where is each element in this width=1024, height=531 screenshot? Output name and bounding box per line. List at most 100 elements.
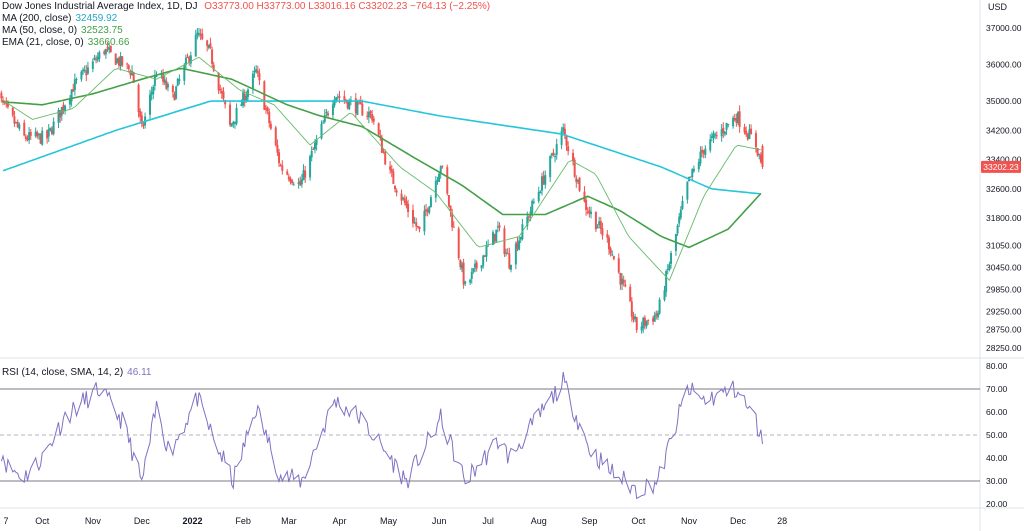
candle-body: [447, 195, 450, 207]
candle-body: [529, 211, 532, 216]
candle-body: [578, 177, 581, 191]
candle-body: [372, 118, 375, 122]
candle-body: [727, 124, 730, 126]
time-tick-label: Jul: [482, 516, 494, 526]
candle-body: [140, 115, 143, 124]
candle-body: [441, 166, 444, 168]
rsi-value: 46.11: [127, 367, 152, 378]
last-price-tag: [981, 160, 1021, 173]
candle-body: [276, 144, 279, 153]
candle-body: [217, 72, 220, 91]
candle-body: [679, 209, 682, 218]
candle-body: [312, 148, 315, 150]
candles: [0, 27, 764, 334]
close-value: C33202.23: [358, 1, 408, 12]
candle-body: [327, 113, 330, 116]
candle-body: [86, 67, 89, 74]
candle-body: [149, 94, 151, 115]
candle-body: [418, 226, 421, 230]
candle-body: [429, 197, 432, 208]
candle-body: [407, 204, 410, 213]
candle-body: [609, 248, 612, 254]
candle-body: [562, 127, 565, 132]
candle-body: [676, 225, 679, 234]
ema21-line: [2, 56, 761, 281]
candle-body: [554, 156, 557, 158]
candle-body: [109, 45, 112, 52]
candle-body: [70, 89, 73, 102]
candle-body: [457, 228, 460, 259]
candle-body: [652, 318, 655, 322]
candle-body: [233, 121, 236, 124]
candle-body: [472, 268, 475, 272]
candle-body: [243, 93, 246, 103]
candle-body: [155, 75, 158, 77]
high-value: H33773.00: [256, 1, 306, 12]
candle-body: [224, 100, 227, 105]
candle-body: [57, 110, 60, 123]
candle-body: [480, 265, 483, 269]
time-tick-label: Dec: [730, 516, 747, 526]
symbol-label: Dow Jones Industrial Average Index, 1D, …: [2, 1, 198, 12]
candle-body: [606, 234, 609, 238]
candle-body: [13, 116, 16, 124]
candle-body: [186, 56, 189, 58]
candle-body: [245, 95, 248, 101]
candle-body: [132, 71, 135, 83]
ma50-line: [2, 67, 762, 249]
candle-body: [503, 228, 506, 254]
ma200-value: 32459.92: [75, 13, 118, 24]
candle-body: [723, 131, 726, 135]
candle-body: [189, 55, 192, 64]
candle-body: [235, 107, 238, 124]
ma50-label: MA (50, close, 0): [2, 25, 78, 36]
candle-body: [201, 33, 204, 40]
ohlc-legend: Dow Jones Industrial Average Index, 1D, …: [2, 1, 490, 13]
ma200-line: [2, 100, 761, 195]
candle-body: [748, 129, 751, 139]
candle-body: [761, 146, 764, 167]
price-tick-label: 28250.00: [986, 343, 1022, 353]
candle-body: [697, 162, 700, 170]
candle-body: [72, 88, 75, 92]
price-tick-label: 30450.00: [986, 263, 1022, 273]
candle-body: [320, 123, 323, 139]
candle-body: [59, 110, 62, 118]
candle-body: [64, 105, 67, 112]
candle-body: [710, 136, 713, 138]
candle-body: [394, 185, 396, 190]
rsi-tick-label: 80.00: [986, 361, 1008, 371]
candle-body: [733, 118, 736, 121]
candle-body: [175, 86, 178, 99]
candle-body: [586, 211, 589, 213]
candle-body: [98, 52, 101, 59]
candle-body: [322, 122, 325, 124]
candle-body: [505, 252, 508, 254]
candle-body: [527, 216, 530, 218]
candle-body: [230, 123, 233, 127]
candle-body: [446, 167, 449, 194]
price-tick-label: 33400.00: [986, 155, 1022, 165]
candle-body: [198, 33, 200, 35]
candle-body: [129, 71, 132, 76]
candle-body: [108, 47, 111, 51]
candle-body: [323, 114, 326, 122]
candle-body: [411, 209, 414, 224]
candle-body: [532, 201, 535, 203]
candle-body: [300, 179, 303, 185]
ma200-legend: MA (200, close) 32459.92: [2, 13, 117, 25]
candle-body: [416, 226, 419, 228]
candle-body: [389, 166, 392, 170]
candle-body: [732, 117, 735, 127]
candle-body: [2, 100, 4, 103]
candle-body: [658, 299, 661, 314]
candle-body: [83, 69, 86, 71]
candle-body: [240, 104, 243, 107]
candle-body: [560, 131, 563, 145]
rsi-tick-label: 40.00: [986, 453, 1008, 463]
candle-body: [668, 264, 671, 271]
candle-body: [596, 227, 599, 229]
candle-body: [756, 148, 759, 156]
candle-body: [222, 91, 225, 99]
